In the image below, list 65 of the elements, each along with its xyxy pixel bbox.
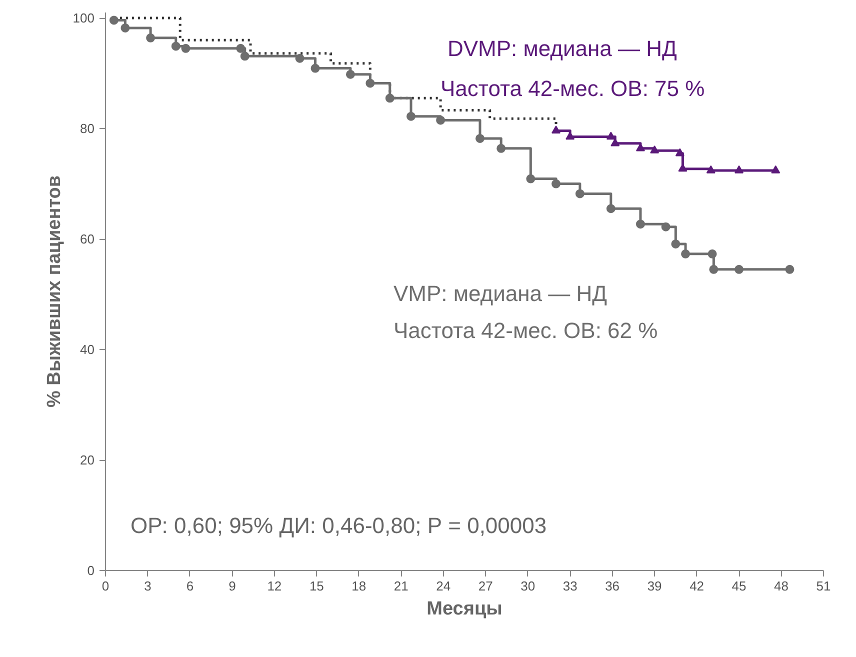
x-tick-label: 3: [144, 578, 152, 594]
point: [526, 174, 536, 184]
point: [406, 112, 416, 121]
point: [661, 222, 670, 232]
x-axis-title: Месяцы: [426, 598, 502, 620]
annotation: ОР: 0,60; 95% ДИ: 0,46-0,80; Р = 0,00003: [130, 513, 547, 538]
y-tick-label: 40: [80, 342, 95, 358]
point: [734, 165, 744, 174]
point: [606, 204, 616, 214]
point: [475, 134, 484, 143]
x-tick-label: 51: [816, 578, 831, 594]
point: [436, 116, 446, 125]
point: [734, 264, 744, 274]
y-tick-label: 80: [80, 121, 95, 136]
point: [706, 165, 716, 174]
point: [310, 64, 320, 73]
x-tick-label: 24: [436, 578, 451, 594]
x-tick-label: 6: [186, 578, 194, 594]
x-tick-label: 48: [774, 578, 789, 594]
x-tick-label: 15: [309, 578, 324, 594]
point: [552, 179, 561, 188]
x-tick-label: 27: [478, 578, 493, 594]
annotation: Частота 42-мес. ОВ: 62 %: [394, 318, 658, 343]
x-tick-label: 42: [690, 578, 704, 594]
x-tick-label: 36: [605, 578, 620, 594]
x-tick-label: 21: [394, 578, 408, 594]
y-tick-label: 60: [80, 232, 95, 247]
point: [650, 146, 660, 154]
x-tick-label: 45: [732, 578, 746, 594]
x-tick-label: 18: [352, 578, 366, 594]
y-tick-label: 20: [80, 452, 95, 468]
x-tick-label: 39: [647, 578, 662, 594]
point: [675, 148, 684, 156]
point: [636, 220, 645, 229]
point: [346, 70, 355, 79]
point: [496, 144, 506, 153]
annotation: Частота 42-мес. ОВ: 75 %: [440, 76, 705, 101]
point: [385, 94, 394, 103]
point: [146, 33, 156, 42]
point: [785, 264, 794, 274]
point: [709, 264, 718, 274]
point: [671, 239, 680, 248]
x-tick-label: 12: [267, 578, 282, 594]
point: [120, 23, 130, 32]
point: [552, 126, 561, 134]
text: VMP: медиана — НД: [394, 281, 608, 306]
point: [366, 78, 375, 88]
y-tick-label: 100: [72, 10, 95, 26]
x-tick-label: 33: [562, 578, 578, 594]
x-tick-label: 0: [102, 578, 110, 594]
x-tick-label: 30: [520, 578, 536, 594]
point: [240, 52, 250, 61]
point: [236, 44, 246, 53]
point: [708, 249, 717, 258]
point: [295, 54, 304, 63]
point: [171, 42, 180, 51]
text: DVMP: медиана — НД: [448, 36, 678, 61]
x-tick-label: 9: [228, 578, 236, 594]
y-axis-title: % Выживших пациентов: [44, 175, 65, 408]
point: [575, 189, 584, 198]
point: [681, 249, 690, 258]
point: [181, 44, 190, 53]
point: [771, 165, 780, 174]
point: [109, 16, 118, 25]
y-tick-label: 0: [87, 563, 95, 578]
